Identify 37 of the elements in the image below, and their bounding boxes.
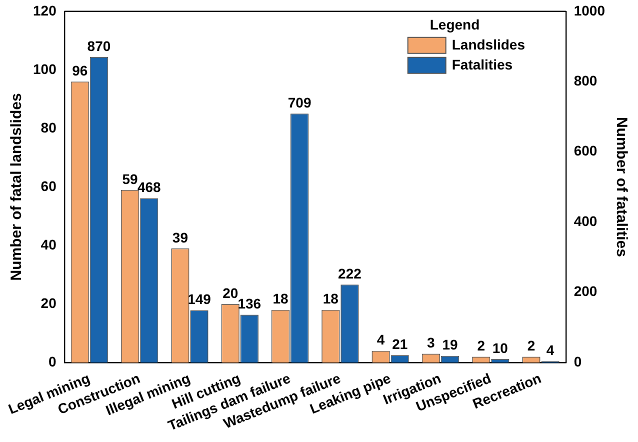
y2-axis-title: Number of fatalities [612,116,630,257]
data-label: 709 [288,94,312,110]
data-label: 21 [392,336,408,352]
data-label: 4 [376,332,385,348]
data-label: 59 [122,170,138,187]
data-label: 10 [492,340,508,356]
y2-tick-label: 800 [574,72,598,88]
y-axis-title: Number of fatal landslides [8,93,26,281]
data-label: 39 [172,229,188,246]
y-tick-label: 40 [40,236,57,252]
legend-label: Landslides [452,36,526,52]
y2-tick-label: 0 [574,353,582,370]
legend-label: Fatalities [452,56,513,72]
y-tick-label: 80 [40,119,57,136]
y-tick-label: 20 [40,294,57,311]
data-label: 222 [338,265,362,282]
y-tick-label: 0 [48,353,57,370]
data-label: 20 [222,284,238,301]
data-label: 19 [442,336,458,353]
data-label: 18 [272,290,288,307]
data-label: 3 [427,334,436,351]
y-tick-label: 60 [40,178,57,194]
data-label: 468 [137,179,162,196]
y-tick-label: 120 [33,2,57,18]
y-tick-label: 100 [33,60,57,77]
data-label: 18 [322,290,339,307]
data-label: 96 [72,62,88,78]
data-label: 870 [87,38,111,54]
data-label: 4 [546,342,554,358]
y2-tick-label: 1000 [574,2,606,18]
data-label: 136 [238,296,262,312]
y2-tick-label: 600 [574,142,598,159]
y2-tick-label: 200 [574,283,598,300]
data-label: 2 [477,338,486,354]
data-label: 2 [527,338,536,354]
legend-title: Legend [430,16,480,32]
y2-tick-label: 400 [574,212,598,229]
